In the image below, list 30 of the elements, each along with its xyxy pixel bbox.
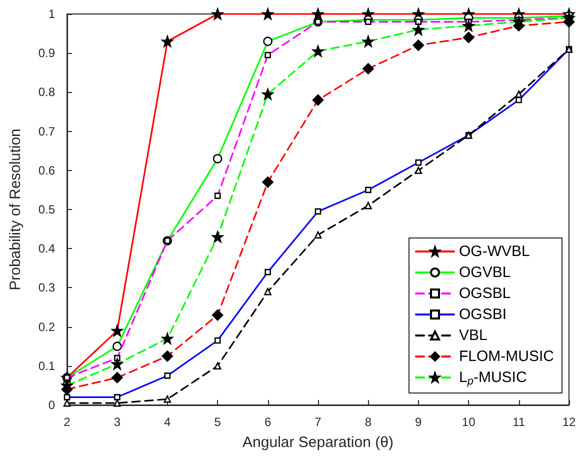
y-axis-title: Probability of Resolution bbox=[7, 128, 24, 290]
x-tick-label: 3 bbox=[114, 415, 121, 429]
x-tick-label: 12 bbox=[562, 415, 576, 429]
legend-label: OGSBL bbox=[459, 285, 511, 302]
x-tick-label: 4 bbox=[164, 415, 172, 429]
x-tick-label: 10 bbox=[462, 415, 476, 429]
y-tick-label: 0.9 bbox=[38, 46, 56, 60]
legend-label: FLOM-MUSIC bbox=[459, 348, 554, 365]
x-tick-label: 2 bbox=[64, 415, 71, 429]
y-tick-label: 1 bbox=[48, 7, 56, 21]
y-tick-label: 0 bbox=[48, 398, 56, 412]
y-tick-label: 0.7 bbox=[38, 124, 56, 138]
x-tick-label: 11 bbox=[512, 415, 526, 429]
y-tick-label: 0.5 bbox=[38, 202, 56, 216]
legend-label: OG-WVBL bbox=[459, 243, 530, 260]
x-tick-label: 9 bbox=[415, 415, 422, 429]
x-tick-label: 7 bbox=[314, 415, 322, 429]
legend-label: VBL bbox=[459, 327, 488, 344]
y-tick-label: 0.8 bbox=[38, 85, 56, 100]
y-tick-label: 0.3 bbox=[38, 280, 56, 295]
y-tick-label: 0.6 bbox=[38, 163, 56, 178]
x-tick-label: 6 bbox=[264, 415, 272, 429]
y-tick-label: 0.1 bbox=[38, 358, 56, 373]
x-axis-title: Angular Separation (θ) bbox=[242, 434, 394, 451]
y-tick-label: 0.2 bbox=[38, 320, 56, 334]
x-tick-label: 8 bbox=[364, 415, 372, 429]
x-tick-label: 5 bbox=[214, 415, 222, 429]
legend-label: OGSBI bbox=[459, 306, 507, 323]
y-tick-label: 0.4 bbox=[38, 242, 56, 256]
legend-label: OGVBL bbox=[459, 264, 511, 281]
